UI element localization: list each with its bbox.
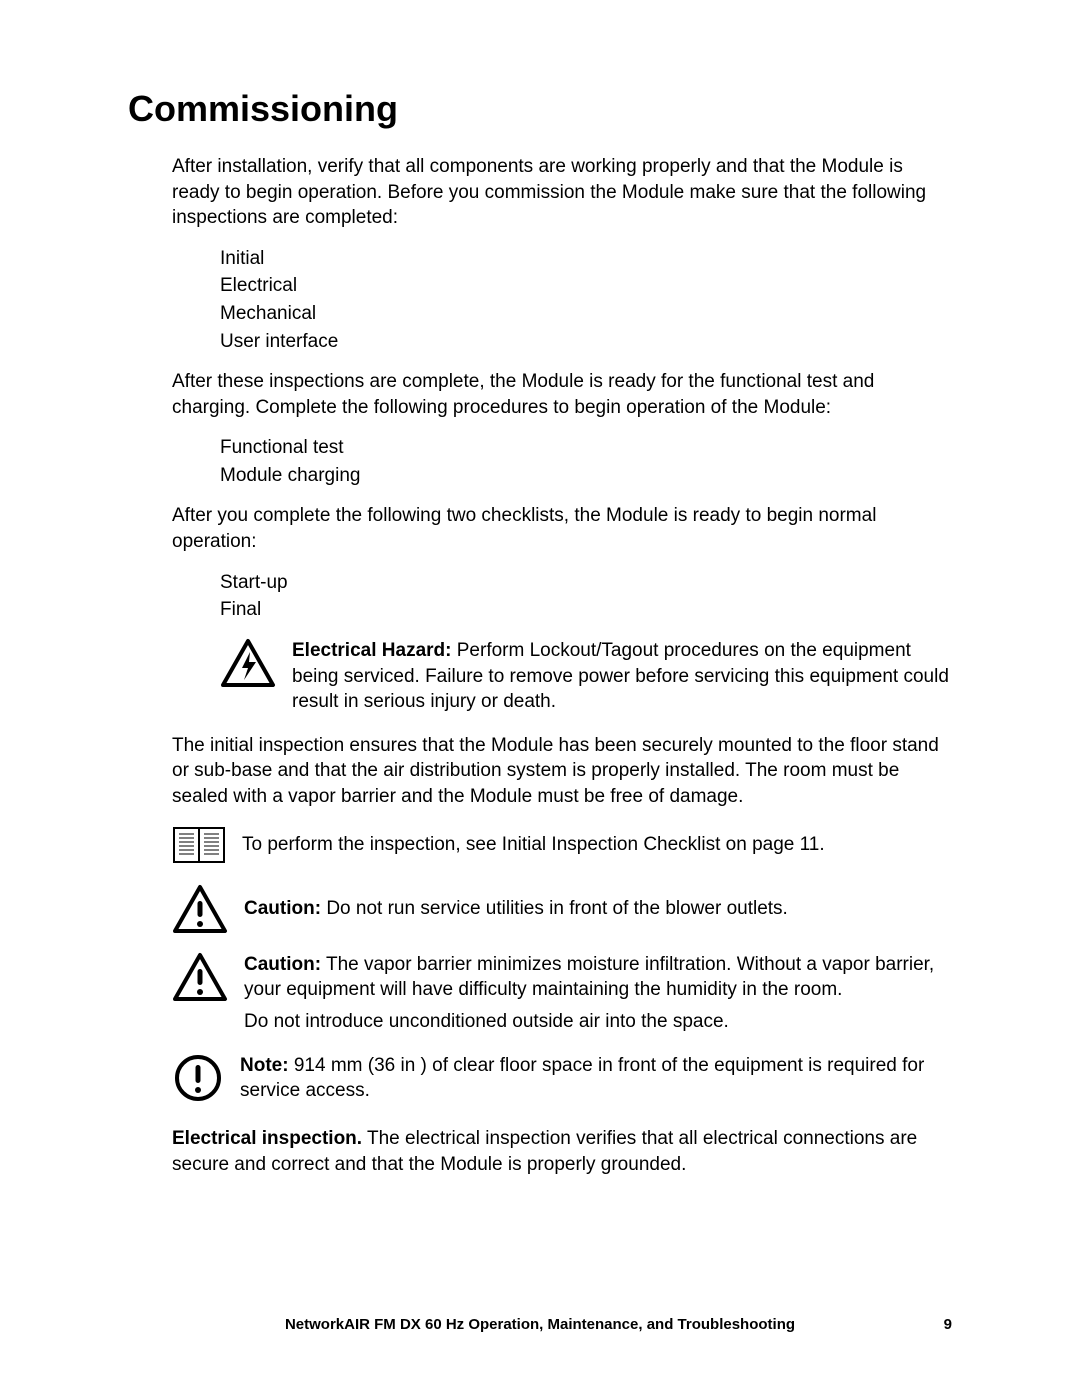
hazard-text: Electrical Hazard: Perform Lockout/Tagou…	[292, 638, 952, 715]
electrical-hazard-icon	[220, 638, 276, 688]
body: After installation, verify that all comp…	[172, 154, 952, 1177]
caution-body: Do not run service utilities in front of…	[321, 898, 788, 919]
caution-icon	[172, 952, 228, 1002]
list-item: Mechanical	[220, 300, 952, 328]
page-title: Commissioning	[128, 88, 952, 130]
footer-text: NetworkAIR FM DX 60 Hz Operation, Mainte…	[0, 1316, 1080, 1333]
paragraph: After these inspections are complete, th…	[172, 369, 952, 420]
list-item: Functional test	[220, 434, 952, 462]
caution-extra: Do not introduce unconditioned outside a…	[244, 1011, 729, 1032]
caution-callout: Caution: The vapor barrier minimizes moi…	[172, 952, 952, 1035]
elec-label: Electrical inspection.	[172, 1128, 362, 1149]
paragraph: The initial inspection ensures that the …	[172, 733, 952, 810]
inspection-list-3: Start-up Final	[220, 569, 952, 624]
intro-paragraph: After installation, verify that all comp…	[172, 154, 952, 231]
book-icon	[172, 824, 226, 866]
list-item: Module charging	[220, 462, 952, 490]
inspection-list-1: Initial Electrical Mechanical User inter…	[220, 245, 952, 355]
list-item: Start-up	[220, 569, 952, 597]
hazard-label: Electrical Hazard:	[292, 640, 451, 661]
page-content: Commissioning After installation, verify…	[0, 0, 1080, 1177]
note-label: Note:	[240, 1055, 289, 1076]
note-body: 914 mm (36 in ) of clear floor space in …	[240, 1055, 924, 1102]
electrical-inspection-paragraph: Electrical inspection. The electrical in…	[172, 1126, 952, 1177]
note-icon	[172, 1053, 224, 1103]
electrical-hazard-callout: Electrical Hazard: Perform Lockout/Tagou…	[220, 638, 952, 715]
caution-text: Caution: The vapor barrier minimizes moi…	[244, 952, 952, 1035]
note-text: Note: 914 mm (36 in ) of clear floor spa…	[240, 1053, 952, 1104]
caution-callout: Caution: Do not run service utilities in…	[172, 884, 952, 934]
list-item: User interface	[220, 328, 952, 356]
caution-label: Caution:	[244, 954, 321, 975]
inspection-list-2: Functional test Module charging	[220, 434, 952, 489]
page-number: 9	[944, 1316, 952, 1333]
caution-icon	[172, 884, 228, 934]
list-item: Final	[220, 596, 952, 624]
list-item: Electrical	[220, 272, 952, 300]
caution-body: The vapor barrier minimizes moisture inf…	[244, 954, 934, 1001]
paragraph: After you complete the following two che…	[172, 503, 952, 554]
caution-label: Caution:	[244, 898, 321, 919]
reference-callout: To perform the inspection, see Initial I…	[172, 824, 952, 866]
list-item: Initial	[220, 245, 952, 273]
reference-text: To perform the inspection, see Initial I…	[242, 824, 952, 858]
note-callout: Note: 914 mm (36 in ) of clear floor spa…	[172, 1053, 952, 1104]
caution-text: Caution: Do not run service utilities in…	[244, 884, 952, 922]
